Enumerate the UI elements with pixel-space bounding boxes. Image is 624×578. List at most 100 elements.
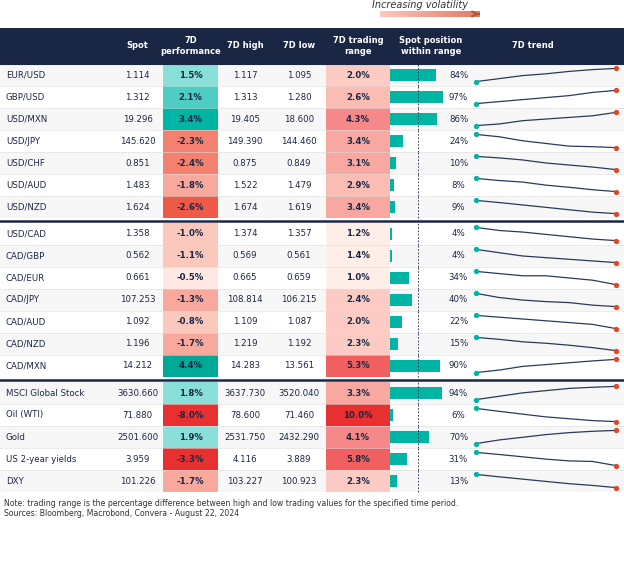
Bar bbox=[446, 11, 447, 17]
Text: 4.3%: 4.3% bbox=[346, 114, 370, 124]
Text: 1.619: 1.619 bbox=[287, 202, 311, 212]
Text: 3520.040: 3520.040 bbox=[278, 388, 319, 398]
Bar bbox=[0, 130, 624, 152]
Text: 13.561: 13.561 bbox=[284, 361, 314, 370]
Text: 70%: 70% bbox=[449, 432, 468, 442]
Bar bbox=[473, 11, 474, 17]
Bar bbox=[0, 152, 624, 174]
Bar bbox=[163, 223, 218, 245]
Bar bbox=[0, 311, 624, 333]
Bar bbox=[472, 11, 473, 17]
Text: 0.659: 0.659 bbox=[287, 273, 311, 283]
Text: 24%: 24% bbox=[449, 136, 468, 146]
Text: 71.880: 71.880 bbox=[122, 410, 152, 420]
Text: 8%: 8% bbox=[452, 180, 466, 190]
Bar bbox=[431, 11, 432, 17]
Bar bbox=[449, 11, 450, 17]
Bar bbox=[411, 11, 412, 17]
Bar bbox=[444, 11, 445, 17]
Bar bbox=[452, 11, 453, 17]
Bar bbox=[0, 86, 624, 108]
Text: 1.4%: 1.4% bbox=[346, 251, 370, 261]
Text: 3.1%: 3.1% bbox=[346, 158, 370, 168]
Bar bbox=[462, 11, 463, 17]
Bar bbox=[0, 196, 624, 218]
Bar bbox=[326, 130, 390, 152]
Bar bbox=[428, 11, 429, 17]
Text: 106.215: 106.215 bbox=[281, 295, 317, 305]
Bar bbox=[448, 11, 449, 17]
Text: 0.569: 0.569 bbox=[233, 251, 257, 261]
Bar bbox=[460, 11, 461, 17]
Bar bbox=[468, 11, 469, 17]
Text: 1.095: 1.095 bbox=[287, 71, 311, 80]
Text: 3630.660: 3630.660 bbox=[117, 388, 158, 398]
Bar bbox=[326, 355, 390, 377]
Bar bbox=[0, 174, 624, 196]
Text: 1.483: 1.483 bbox=[125, 180, 150, 190]
Bar bbox=[163, 130, 218, 152]
Bar bbox=[163, 355, 218, 377]
Bar bbox=[326, 64, 390, 86]
Text: 31%: 31% bbox=[449, 454, 468, 464]
Bar bbox=[0, 245, 624, 267]
Text: 144.460: 144.460 bbox=[281, 136, 317, 146]
Bar bbox=[382, 11, 383, 17]
Bar bbox=[163, 426, 218, 448]
Bar bbox=[396, 11, 397, 17]
Bar bbox=[326, 311, 390, 333]
Bar bbox=[384, 11, 385, 17]
Text: 1.2%: 1.2% bbox=[346, 229, 370, 239]
Text: 10%: 10% bbox=[449, 158, 468, 168]
Bar bbox=[390, 179, 394, 191]
Text: 2.0%: 2.0% bbox=[346, 71, 370, 80]
Bar bbox=[455, 11, 456, 17]
Text: 4%: 4% bbox=[452, 229, 466, 239]
Bar bbox=[394, 11, 395, 17]
Bar bbox=[326, 245, 390, 267]
Text: 22%: 22% bbox=[449, 317, 468, 327]
Text: -2.4%: -2.4% bbox=[177, 158, 204, 168]
Text: -1.1%: -1.1% bbox=[177, 251, 204, 261]
Text: 97%: 97% bbox=[449, 92, 468, 102]
Text: DXY: DXY bbox=[6, 476, 24, 486]
Bar bbox=[0, 382, 624, 404]
Bar bbox=[432, 11, 433, 17]
Bar bbox=[447, 11, 448, 17]
Text: MSCI Global Stock: MSCI Global Stock bbox=[6, 388, 84, 398]
Text: 71.460: 71.460 bbox=[284, 410, 314, 420]
Bar bbox=[440, 11, 441, 17]
Text: 1.092: 1.092 bbox=[125, 317, 150, 327]
Bar bbox=[397, 11, 398, 17]
Text: USD/JPY: USD/JPY bbox=[6, 136, 40, 146]
Bar bbox=[409, 11, 410, 17]
Bar bbox=[326, 426, 390, 448]
Text: 1.479: 1.479 bbox=[287, 180, 311, 190]
Bar bbox=[403, 11, 404, 17]
Bar bbox=[326, 86, 390, 108]
Bar bbox=[163, 64, 218, 86]
Text: USD/NZD: USD/NZD bbox=[6, 202, 46, 212]
Text: USD/AUD: USD/AUD bbox=[6, 180, 46, 190]
Bar bbox=[390, 272, 409, 284]
Bar bbox=[395, 11, 396, 17]
Bar bbox=[438, 11, 439, 17]
Bar bbox=[471, 11, 472, 17]
Text: 0.562: 0.562 bbox=[125, 251, 150, 261]
Bar bbox=[416, 11, 417, 17]
Bar bbox=[381, 11, 382, 17]
Bar bbox=[461, 11, 462, 17]
Bar bbox=[390, 157, 396, 169]
Text: 2.9%: 2.9% bbox=[346, 180, 370, 190]
Bar bbox=[417, 11, 418, 17]
Bar bbox=[425, 11, 426, 17]
Bar bbox=[475, 11, 476, 17]
Bar bbox=[451, 11, 452, 17]
Bar bbox=[401, 11, 402, 17]
Text: 3.4%: 3.4% bbox=[178, 114, 203, 124]
Bar bbox=[326, 289, 390, 311]
Bar bbox=[163, 289, 218, 311]
Text: 108.814: 108.814 bbox=[227, 295, 263, 305]
Text: 5.3%: 5.3% bbox=[346, 361, 370, 370]
Bar bbox=[390, 475, 397, 487]
